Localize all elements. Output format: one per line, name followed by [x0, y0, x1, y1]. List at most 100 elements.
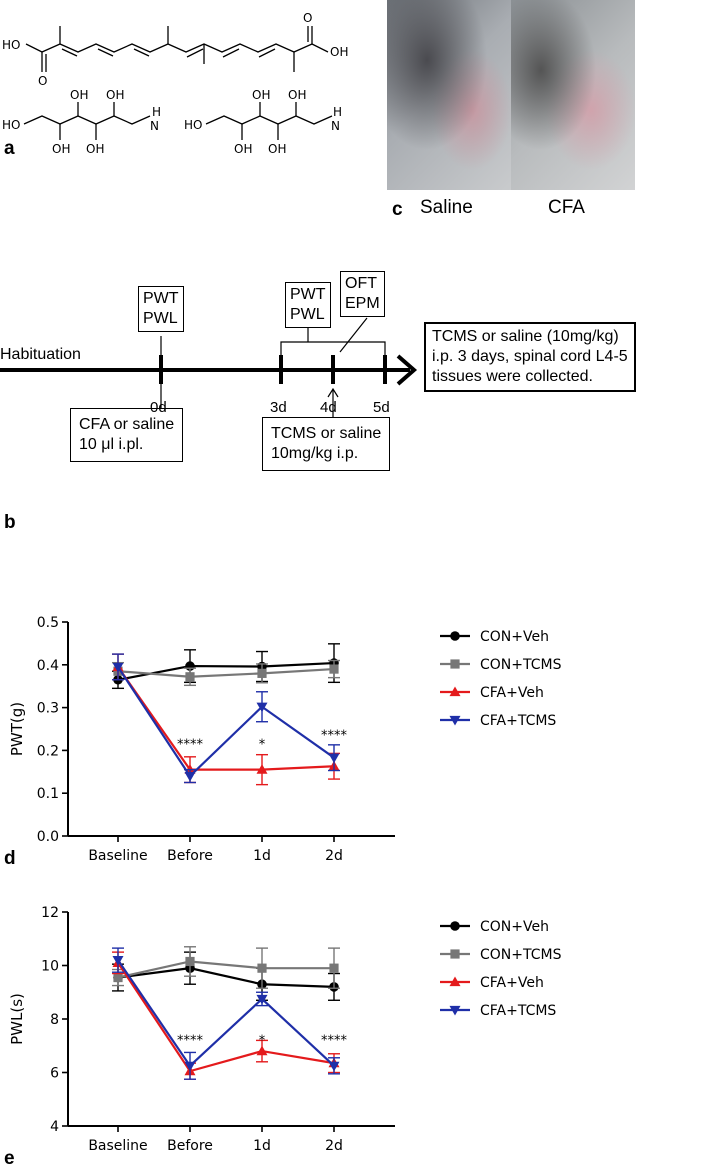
- chem-ho-top: HO: [2, 38, 20, 52]
- series-CFA+TCMS: [112, 653, 340, 784]
- panel-label-d: d: [4, 848, 16, 869]
- legend-marker: [450, 921, 460, 931]
- series-CON+Veh: [112, 951, 340, 1001]
- legend-label: CON+Veh: [480, 919, 549, 935]
- box-oft-epm: OFT EPM: [340, 271, 385, 317]
- series-line: [117, 667, 335, 678]
- legend-marker: [449, 976, 461, 987]
- data-point: [328, 1061, 340, 1072]
- series-line: [117, 967, 335, 988]
- series-line: [117, 666, 335, 778]
- x-tick-label: Baseline: [88, 1138, 147, 1154]
- panel-label-b: b: [4, 512, 16, 533]
- chem-nh-1: H: [152, 105, 161, 119]
- series-line: [117, 962, 335, 1073]
- chem-oh-1d: OH: [106, 88, 124, 102]
- data-point: [112, 662, 124, 673]
- box-cfa-or-saline: CFA or saline 10 μl i.pl.: [70, 408, 184, 462]
- chem-oh-1b: OH: [70, 88, 88, 102]
- box-treatment-summary: TCMS or saline (10mg/kg) i.p. 3 days, sp…: [424, 322, 636, 392]
- chem-oh-2c: OH: [268, 142, 286, 156]
- y-tick-label: 4: [50, 1119, 59, 1135]
- saline-paw-photo: [387, 0, 511, 190]
- data-point: [256, 702, 268, 713]
- series-CFA+TCMS: [112, 947, 340, 1080]
- y-tick-label: 0.0: [37, 829, 59, 845]
- chem-ho-2: HO: [184, 118, 202, 132]
- data-point: [329, 963, 339, 973]
- data-point: [256, 1045, 268, 1056]
- data-point: [328, 753, 340, 764]
- chem-oh-right: OH: [330, 45, 348, 59]
- box-line: CFA or saline: [79, 416, 175, 433]
- data-point: [185, 956, 195, 967]
- series-line: [117, 960, 334, 979]
- panel-label-a: a: [4, 138, 15, 159]
- panel-label-c: c: [392, 199, 403, 220]
- legend-label: CON+TCMS: [480, 947, 562, 963]
- series-line: [117, 666, 335, 771]
- significance-label: ****: [177, 1033, 204, 1048]
- caption-cfa: CFA: [548, 197, 585, 218]
- x-tick-label: 2d: [325, 1138, 343, 1154]
- chem-oh-1c: OH: [86, 142, 104, 156]
- habituation-label: Habituation: [0, 346, 81, 363]
- chem-ho-1: HO: [2, 118, 20, 132]
- y-tick-label: 8: [50, 1012, 59, 1028]
- crocetin-structure: [25, 26, 329, 72]
- chem-nh-2: H: [333, 105, 342, 119]
- legend-marker: [450, 949, 460, 959]
- significance-label: ****: [321, 1033, 348, 1048]
- timeline-arrowhead: [396, 354, 418, 386]
- series-line: [117, 959, 335, 1068]
- x-tick-label: Baseline: [88, 848, 147, 864]
- box-line: PWL: [143, 310, 178, 327]
- legend-marker: [449, 1005, 461, 1016]
- x-tick-label: 1d: [253, 848, 271, 864]
- x-tick-label: 1d: [253, 1138, 271, 1154]
- significance-label: ****: [177, 737, 204, 752]
- series-CON+TCMS: [112, 946, 340, 989]
- y-tick-label: 6: [50, 1066, 59, 1082]
- data-point: [112, 956, 124, 966]
- chem-oh-2b: OH: [252, 88, 270, 102]
- chem-o-right: O: [303, 11, 312, 25]
- y-tick-label: 12: [41, 905, 59, 921]
- box-line: TCMS or saline: [271, 425, 382, 442]
- chem-oh-2d: OH: [288, 88, 306, 102]
- y-tick-label: 0.3: [37, 701, 59, 717]
- legend-marker: [449, 686, 461, 697]
- box-line: PWL: [290, 306, 325, 323]
- legend-marker: [450, 659, 460, 669]
- legend-marker: [450, 631, 460, 641]
- tick-label-4d: 4d: [320, 399, 337, 416]
- chem-o-left: O: [38, 74, 47, 88]
- data-point: [184, 1061, 196, 1072]
- box-line: i.p. 3 days, spinal cord L4-5: [432, 348, 628, 365]
- tick-label-0d: 0d: [150, 399, 167, 416]
- y-tick-label: 10: [41, 959, 59, 975]
- significance-label: *: [259, 1033, 266, 1048]
- y-tick-label: 0.5: [37, 615, 59, 631]
- legend-label: CON+TCMS: [480, 657, 562, 673]
- tick-label-3d: 3d: [270, 399, 287, 416]
- y-tick-label: 0.2: [37, 743, 59, 759]
- data-point: [257, 668, 267, 678]
- cfa-paw-photo: [511, 0, 635, 190]
- box-line: tissues were collected.: [432, 368, 593, 385]
- chart-pwt: 0.0 0.1 0.2 0.3 0.4 0.5 Baseline Before 1d 2d PWT(…: [8, 615, 562, 864]
- y-axis-label: PWL(s): [8, 993, 26, 1045]
- y-tick-label: 0.1: [37, 786, 59, 802]
- chem-oh-1a: OH: [52, 142, 70, 156]
- chem-n-1: N: [150, 119, 159, 133]
- data-point: [257, 963, 267, 973]
- caption-saline: Saline: [420, 197, 473, 218]
- y-axis-label: PWT(g): [8, 702, 26, 756]
- y-tick-label: 0.4: [37, 658, 59, 674]
- panel-label-e: e: [4, 1148, 15, 1169]
- data-point: [329, 664, 339, 674]
- chemical-structures: HO O O OH HO OH OH OH OH H N HO OH OH OH…: [2, 11, 348, 156]
- box-line: OFT: [345, 275, 377, 292]
- meglumine-structure-left: [23, 102, 151, 140]
- data-point: [185, 672, 195, 682]
